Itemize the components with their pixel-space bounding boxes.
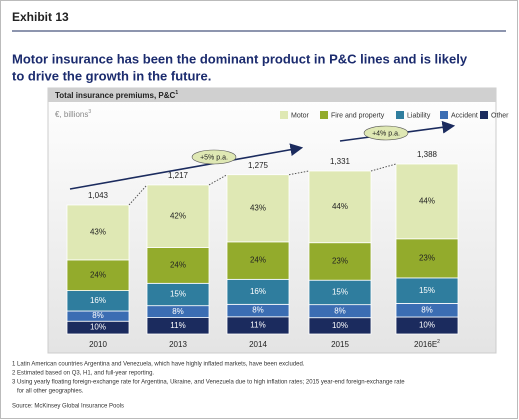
segment-label: 8% — [334, 306, 346, 315]
segment-label: 24% — [170, 261, 186, 270]
unit-label: €, billions3 — [55, 109, 91, 119]
annotation-bubble — [191, 149, 237, 165]
annotation: +5% p.a. — [200, 154, 228, 161]
chart-header — [48, 88, 496, 102]
segment-label: 15% — [332, 288, 348, 297]
footnote: for all other geographies. — [17, 389, 84, 395]
category-note: 2 — [437, 339, 440, 345]
total-label: 1,217 — [168, 171, 189, 180]
segment-label: 15% — [170, 290, 186, 299]
segment-label: 8% — [92, 311, 104, 320]
legend-label: Accident — [451, 112, 478, 119]
legend-swatch — [440, 111, 448, 119]
segment-label: 24% — [90, 270, 106, 279]
legend-label: Liability — [407, 112, 431, 119]
growth-arrow — [69, 143, 304, 190]
segment-label: 42% — [170, 211, 186, 220]
bar-segment — [226, 241, 290, 280]
segment-label: 44% — [419, 197, 435, 206]
segment-label: 16% — [250, 287, 266, 296]
connector — [208, 174, 228, 186]
category: 2014 — [249, 340, 267, 349]
total-label: 1,275 — [248, 161, 269, 170]
segment-label: 8% — [172, 307, 184, 316]
segment-label: 16% — [90, 296, 106, 305]
segment-label: 24% — [250, 256, 266, 265]
total-label: 1,331 — [330, 157, 351, 166]
segment-label: 23% — [419, 253, 435, 262]
bar-segment — [66, 259, 130, 291]
x-tick-label: 2013 — [169, 340, 187, 349]
segment-label: 44% — [332, 202, 348, 211]
subtitle-note: 1 — [175, 90, 178, 96]
segment-label: 10% — [419, 321, 435, 330]
bar-segment — [308, 242, 372, 281]
segment-label: 43% — [250, 203, 266, 212]
segment-label: 8% — [252, 306, 264, 315]
legend-swatch — [396, 111, 404, 119]
bar-segment — [226, 278, 290, 305]
bar-segment — [66, 204, 130, 261]
x-tick-label: 2010 — [89, 340, 107, 349]
segment-label: 43% — [90, 228, 106, 237]
connector — [128, 184, 148, 206]
annotation-bubble — [363, 125, 409, 141]
legend-swatch — [320, 111, 328, 119]
footnote: 3 Using yearly floating foreign-exchange… — [12, 380, 405, 386]
segment-label: 23% — [332, 257, 348, 266]
legend-label: Other — [491, 112, 509, 119]
annotation: +4% p.a. — [372, 130, 400, 137]
title: Motor insurance has been the dominant pr… — [12, 51, 468, 66]
total-label: 1,388 — [417, 150, 438, 159]
legend-label: Fire and property — [331, 112, 385, 119]
subtitle-text: Total insurance premiums, P&C — [55, 91, 176, 100]
bar-segment — [308, 170, 372, 244]
bar-segment — [395, 238, 459, 279]
footnote: 2 Estimated based on Q3, H1, and full-ye… — [12, 371, 154, 377]
category: 2010 — [89, 340, 107, 349]
bar-segment — [308, 279, 372, 306]
connector — [370, 163, 397, 172]
footnote: 1 Latin American countries Argentina and… — [12, 362, 305, 368]
segment-label: 10% — [90, 323, 106, 332]
segment-label: 8% — [421, 305, 433, 314]
x-tick-label: 2014 — [249, 340, 267, 349]
source: Source: McKinsey Global Insurance Pools — [12, 404, 124, 410]
total-label: 1,043 — [88, 191, 109, 200]
chart-subtitle: Total insurance premiums, P&C1 — [55, 90, 178, 100]
connector — [288, 170, 310, 176]
segment-label: 15% — [419, 286, 435, 295]
title: to drive the growth in the future. — [12, 68, 211, 83]
segment-label: 10% — [332, 321, 348, 330]
legend-swatch — [280, 111, 288, 119]
unit-note: 3 — [88, 109, 91, 115]
legend-swatch — [480, 111, 488, 119]
category: 2016E — [414, 340, 437, 349]
bar-segment — [146, 184, 210, 248]
category: 2015 — [331, 340, 349, 349]
segment-label: 11% — [250, 321, 265, 330]
unit-text: €, billions — [55, 110, 88, 119]
bar-segment — [226, 174, 290, 243]
segment-label: 11% — [170, 321, 185, 330]
x-tick-label: 2015 — [331, 340, 349, 349]
category: 2013 — [169, 340, 187, 349]
legend-label: Motor — [291, 112, 310, 119]
exhibit-label: Exhibit 13 — [12, 10, 69, 24]
x-tick-label: 2016E2 — [414, 339, 440, 349]
bar-segment — [395, 163, 459, 240]
bar-segment — [146, 247, 210, 284]
